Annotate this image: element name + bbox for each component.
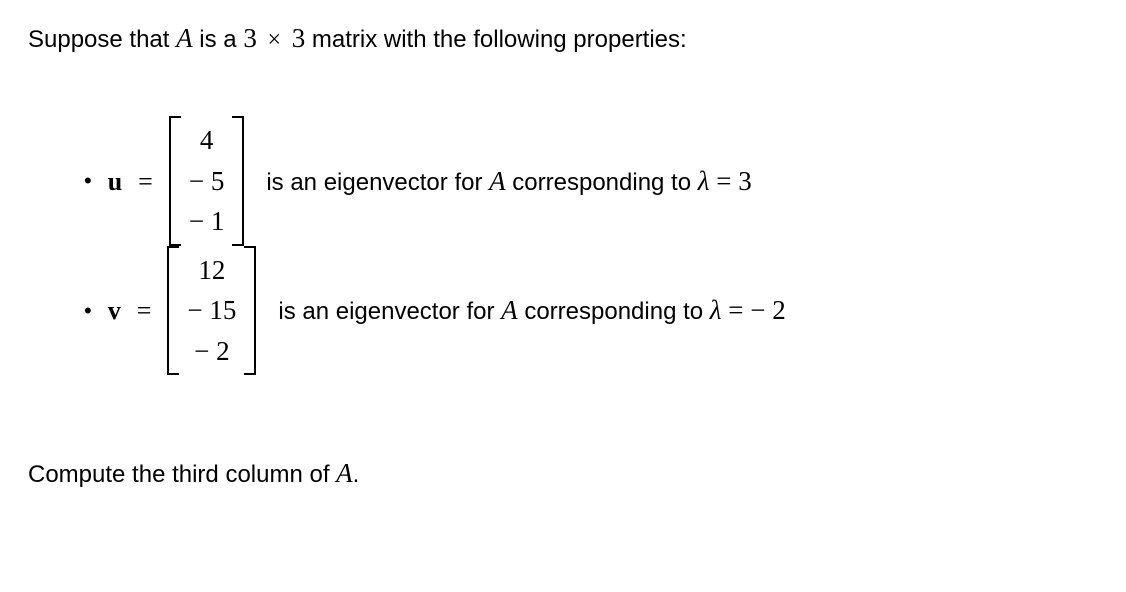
desc-var: A [501,295,518,325]
intro-dim1: 3 [243,23,257,53]
intro-line: Suppose that A is a 3 × 3 matrix with th… [28,20,1098,56]
vector-name-u: u [108,164,122,199]
lambda-eq: = [721,295,750,325]
equals-sign: = [131,293,158,328]
desc-mid: corresponding to [518,298,710,325]
intro-times: × [263,27,285,53]
intro-dim2: 3 [292,23,306,53]
left-bracket-icon [167,246,179,376]
intro-matrix-var: A [176,23,193,53]
lambda-symbol: λ [698,166,710,196]
vector-entry: 12 [198,250,225,291]
u-description: is an eigenvector for A corresponding to… [266,163,751,199]
vector-v: 12 − 15 − 2 [167,246,256,376]
intro-pre: Suppose that [28,26,176,53]
footer-var: A [336,458,353,488]
vector-v-entries: 12 − 15 − 2 [179,246,244,376]
vector-entry: − 5 [189,161,224,202]
vector-u-entries: 4 − 5 − 1 [181,116,232,246]
footer-post: . [353,461,360,488]
list-item: • v = 12 − 15 − 2 is an eigenvector for … [84,246,1098,376]
right-bracket-icon [244,246,256,376]
v-description: is an eigenvector for A corresponding to… [278,292,785,328]
vector-u: 4 − 5 − 1 [169,116,244,246]
footer-pre: Compute the third column of [28,461,336,488]
vector-name-v: v [108,293,121,328]
equals-sign: = [132,164,159,199]
bullet-icon: • [84,170,92,192]
question-line: Compute the third column of A. [28,455,1098,491]
intro-mid1: is a [199,26,243,53]
left-bracket-icon [169,116,181,246]
vector-entry: 4 [200,120,214,161]
desc-pre: is an eigenvector for [266,169,489,196]
desc-pre: is an eigenvector for [278,298,501,325]
list-item: • u = 4 − 5 − 1 is an eigenvector for A … [84,116,1098,246]
lambda-value-u: 3 [738,166,752,196]
right-bracket-icon [232,116,244,246]
vector-entry: − 2 [194,331,229,372]
desc-var: A [489,166,506,196]
vector-entry: − 1 [189,201,224,242]
desc-mid: corresponding to [506,169,698,196]
intro-post: matrix with the following properties: [312,26,687,53]
lambda-value-v: − 2 [750,295,785,325]
problem-statement: Suppose that A is a 3 × 3 matrix with th… [0,0,1126,512]
vector-entry: − 15 [187,290,236,331]
lambda-symbol: λ [710,295,722,325]
bullet-icon: • [84,300,92,322]
eigenvector-list: • u = 4 − 5 − 1 is an eigenvector for A … [84,116,1098,375]
lambda-eq: = [709,166,738,196]
